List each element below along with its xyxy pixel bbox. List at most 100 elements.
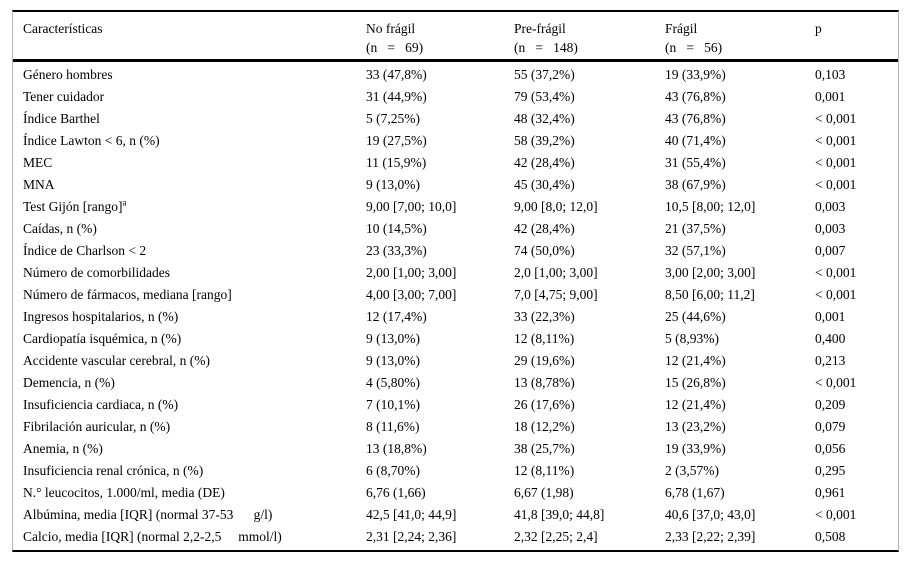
row-value: 12 (21,4%): [665, 353, 726, 368]
row-label: Caídas, n (%): [23, 221, 97, 236]
cell-no-fragil-value: 6,76 (1,66): [366, 482, 514, 504]
cell-no-fragil-value: 23 (33,3%): [366, 240, 514, 262]
cell-characteristic: Género hombres: [23, 64, 366, 86]
table-row: Número de comorbilidades 2,00 [1,00; 3,00…: [23, 262, 898, 284]
cell-pre-fragil-value: 2,0 [1,00; 3,00]: [514, 262, 665, 284]
row-value: 42,5 [41,0; 44,9]: [366, 507, 457, 522]
cell-p-value: 0,001: [815, 306, 898, 328]
row-value: 0,508: [815, 529, 846, 544]
row-label: Índice de Charlson < 2: [23, 243, 147, 258]
cell-fragil-value: 43 (76,8%): [665, 108, 815, 130]
row-value: 0,079: [815, 419, 846, 434]
cell-p-value: 0,295: [815, 460, 898, 482]
row-label: N.° leucocitos, 1.000/ml, media (DE): [23, 485, 225, 500]
cell-fragil-value: 15 (26,8%): [665, 372, 815, 394]
row-value: 7 (10,1%): [366, 397, 420, 412]
row-value: 10,5 [8,00; 12,0]: [665, 199, 756, 214]
row-value: 2,32 [2,25; 2,4]: [514, 529, 598, 544]
row-label: Ingresos hospitalarios, n (%): [23, 309, 179, 324]
row-value: 41,8 [39,0; 44,8]: [514, 507, 605, 522]
row-value: 0,103: [815, 67, 846, 82]
row-value: 29 (19,6%): [514, 353, 575, 368]
cell-no-fragil-value: 6 (8,70%): [366, 460, 514, 482]
cell-pre-fragil-value: 6,67 (1,98): [514, 482, 665, 504]
column-header-fragil: Frágil (n = 56): [665, 19, 815, 59]
row-value: 33 (22,3%): [514, 309, 575, 324]
cell-no-fragil-value: 13 (18,8%): [366, 438, 514, 460]
row-value: 31 (55,4%): [665, 155, 726, 170]
row-value: 13 (23,2%): [665, 419, 726, 434]
table-row: Fibrilación auricular, n (%) 8 (11,6%) 18 …: [23, 416, 898, 438]
row-value: < 0,001: [815, 507, 857, 522]
cell-p-value: 0,003: [815, 196, 898, 218]
cell-pre-fragil-value: 18 (12,2%): [514, 416, 665, 438]
cell-characteristic: MEC: [23, 152, 366, 174]
cell-no-fragil-value: 10 (14,5%): [366, 218, 514, 240]
row-value: 11 (15,9%): [366, 155, 427, 170]
column-header-n-count: (n = 148): [514, 40, 578, 55]
cell-pre-fragil-value: 48 (32,4%): [514, 108, 665, 130]
table-row: Calcio, media [IQR] (normal 2,2-2,5 mmol…: [23, 526, 898, 548]
row-value: 5 (7,25%): [366, 111, 420, 126]
row-value: 0,001: [815, 309, 846, 324]
cell-no-fragil-value: 5 (7,25%): [366, 108, 514, 130]
row-value: 9 (13,0%): [366, 177, 420, 192]
cell-p-value: 0,508: [815, 526, 898, 548]
row-value: 2,33 [2,22; 2,39]: [665, 529, 756, 544]
row-value: 13 (8,78%): [514, 375, 575, 390]
row-value: 4 (5,80%): [366, 375, 420, 390]
row-value: 40,6 [37,0; 43,0]: [665, 507, 756, 522]
cell-pre-fragil-value: 41,8 [39,0; 44,8]: [514, 504, 665, 526]
cell-characteristic: Test Gijón [rango]a: [23, 196, 366, 218]
row-value: 0,007: [815, 243, 846, 258]
row-value: 43 (76,8%): [665, 89, 726, 104]
cell-characteristic: Demencia, n (%): [23, 372, 366, 394]
cell-no-fragil-value: 2,31 [2,24; 2,36]: [366, 526, 514, 548]
row-label: Índice Barthel: [23, 111, 100, 126]
table-row: Caídas, n (%) 10 (14,5%) 42 (28,4%) 21 (37,…: [23, 218, 898, 240]
table-row: Anemia, n (%) 13 (18,8%) 38 (25,7%) 19 (33,…: [23, 438, 898, 460]
cell-no-fragil-value: 7 (10,1%): [366, 394, 514, 416]
cell-no-fragil-value: 9 (13,0%): [366, 174, 514, 196]
cell-pre-fragil-value: 42 (28,4%): [514, 152, 665, 174]
cell-fragil-value: 32 (57,1%): [665, 240, 815, 262]
cell-no-fragil-value: 11 (15,9%): [366, 152, 514, 174]
footnote-marker: a: [122, 197, 127, 208]
row-value: 8,50 [6,00; 11,2]: [665, 287, 755, 302]
row-value: < 0,001: [815, 177, 857, 192]
table-row: MEC 11 (15,9%) 42 (28,4%) 31 (55,4%) < 0,001: [23, 152, 898, 174]
frailty-characteristics-table: Características No frágil (n = 69) Pre-f…: [12, 10, 899, 552]
row-value: 18 (12,2%): [514, 419, 575, 434]
cell-fragil-value: 5 (8,93%): [665, 328, 815, 350]
row-value: 12 (17,4%): [366, 309, 427, 324]
cell-pre-fragil-value: 9,00 [8,0; 12,0]: [514, 196, 665, 218]
column-header-n-count: (n = 69): [366, 40, 424, 55]
cell-characteristic: Insuficiencia renal crónica, n (%): [23, 460, 366, 482]
table-row: Ingresos hospitalarios, n (%) 12 (17,4%) 3…: [23, 306, 898, 328]
row-value: < 0,001: [815, 375, 857, 390]
row-value: 0,003: [815, 221, 846, 236]
row-value: 25 (44,6%): [665, 309, 726, 324]
row-value: 0,213: [815, 353, 846, 368]
row-value: 8 (11,6%): [366, 419, 420, 434]
row-value: 58 (39,2%): [514, 133, 575, 148]
row-label: Accidente vascular cerebral, n (%): [23, 353, 211, 368]
row-label: Calcio, media [IQR] (normal 2,2-2,5 mmol…: [23, 529, 282, 544]
cell-fragil-value: 2,33 [2,22; 2,39]: [665, 526, 815, 548]
row-value: 23 (33,3%): [366, 243, 427, 258]
cell-pre-fragil-value: 26 (17,6%): [514, 394, 665, 416]
row-label: Insuficiencia cardiaca, n (%): [23, 397, 179, 412]
table-row: Índice Barthel 5 (7,25%) 48 (32,4%) 43 (76,…: [23, 108, 898, 130]
cell-characteristic: Accidente vascular cerebral, n (%): [23, 350, 366, 372]
cell-no-fragil-value: 4 (5,80%): [366, 372, 514, 394]
row-value: 45 (30,4%): [514, 177, 575, 192]
cell-p-value: < 0,001: [815, 108, 898, 130]
row-value: 0,001: [815, 89, 846, 104]
table-row: Insuficiencia cardiaca, n (%) 7 (10,1%) 26…: [23, 394, 898, 416]
cell-pre-fragil-value: 12 (8,11%): [514, 460, 665, 482]
row-value: 10 (14,5%): [366, 221, 427, 236]
cell-fragil-value: 38 (67,9%): [665, 174, 815, 196]
column-header-label: No frágil: [366, 21, 416, 36]
row-value: 6,76 (1,66): [366, 485, 426, 500]
cell-p-value: 0,961: [815, 482, 898, 504]
